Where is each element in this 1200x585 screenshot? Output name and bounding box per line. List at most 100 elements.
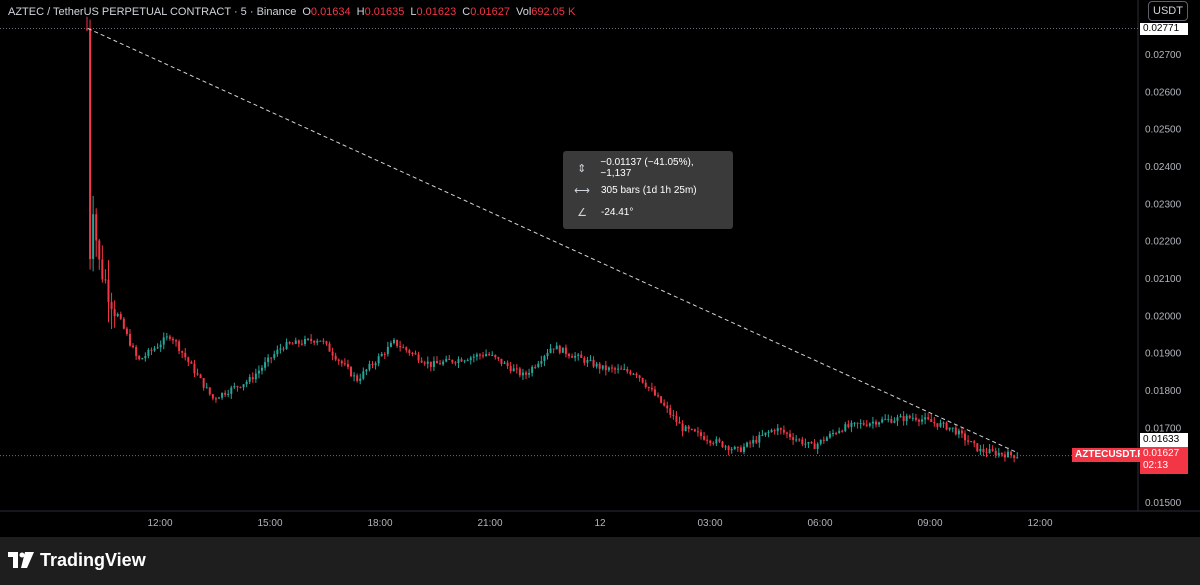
tradingview-logo-icon xyxy=(8,552,34,568)
price-tick-label: 0.01800 xyxy=(1145,386,1182,397)
candle-body xyxy=(426,361,429,364)
candle-body xyxy=(942,422,945,424)
candle-body xyxy=(175,340,178,342)
bars-range-icon: ⟷ xyxy=(574,184,590,197)
candle-body xyxy=(733,446,736,450)
candle-body xyxy=(558,345,561,353)
candle-body xyxy=(439,363,442,365)
candle-body xyxy=(620,368,623,370)
candle-body xyxy=(835,433,838,435)
candle-body xyxy=(574,355,577,358)
candle-body xyxy=(307,338,310,340)
candle-body xyxy=(488,354,491,356)
candle-body xyxy=(248,377,251,382)
candle-body xyxy=(672,414,675,416)
candle-body xyxy=(770,430,773,432)
candle-body xyxy=(822,439,825,441)
ohlc-high: H0.01635 xyxy=(356,6,405,18)
price-tick-label: 0.01500 xyxy=(1145,498,1182,509)
candle-body xyxy=(98,240,101,260)
candle-body xyxy=(718,439,721,442)
candle-body xyxy=(113,309,116,317)
candle-body xyxy=(660,396,663,403)
candle-body xyxy=(862,423,865,425)
candle-body xyxy=(878,422,881,425)
candle-body xyxy=(890,418,893,423)
candle-body xyxy=(184,352,187,358)
time-tick-label: 18:00 xyxy=(367,518,392,529)
candle-body xyxy=(297,340,300,344)
chart-panel[interactable]: 0.02700 0.02600 0.02500 0.02400 0.02300 0.022… xyxy=(0,0,1200,537)
candle-body xyxy=(865,424,868,426)
top-price-label: 0.02771 xyxy=(1140,23,1188,35)
candle-body xyxy=(663,402,666,406)
currency-button[interactable]: USDT xyxy=(1148,1,1188,21)
candle-body xyxy=(270,357,273,359)
candle-body xyxy=(896,417,899,421)
candle-body xyxy=(294,340,297,344)
candle-body xyxy=(577,354,580,356)
candle-body xyxy=(730,449,733,451)
candle-body xyxy=(546,352,549,357)
candle-body xyxy=(678,421,681,424)
candle-body xyxy=(970,441,973,443)
candle-body xyxy=(703,436,706,440)
candle-body xyxy=(122,318,125,329)
candle-body xyxy=(506,362,509,367)
candle-body xyxy=(368,363,371,370)
candle-body xyxy=(454,362,457,364)
candle-body xyxy=(156,347,159,349)
candle-body xyxy=(110,302,113,310)
candle-body xyxy=(86,28,88,30)
candle-body xyxy=(92,214,95,259)
ohlc-volume: Vol692.05 K xyxy=(515,6,576,18)
candle-body xyxy=(617,368,620,370)
candle-body xyxy=(951,427,954,429)
candle-body xyxy=(239,386,242,388)
time-tick-label: 09:00 xyxy=(917,518,942,529)
candle-body xyxy=(408,350,411,354)
candle-body xyxy=(168,336,171,339)
price-tick-label: 0.01900 xyxy=(1145,349,1182,360)
price-tick-label: 0.02300 xyxy=(1145,199,1182,210)
candle-body xyxy=(457,359,460,363)
candle-body xyxy=(828,433,831,438)
candle-body xyxy=(641,377,644,383)
candle-body xyxy=(936,423,939,427)
candle-body xyxy=(549,348,552,353)
candle-body xyxy=(994,450,997,456)
candle-body xyxy=(147,349,150,356)
candle-body xyxy=(687,426,690,429)
candle-body xyxy=(785,432,788,434)
candle-body xyxy=(162,337,165,345)
candle-body xyxy=(95,214,98,241)
candle-body xyxy=(583,357,586,363)
candlestick-chart[interactable]: 0.02700 0.02600 0.02500 0.02400 0.02300 0.022… xyxy=(0,0,1200,537)
candle-body xyxy=(399,346,402,348)
symbol-title: AZTEC / TetherUS PERPETUAL CONTRACT · 5 … xyxy=(8,6,297,18)
candle-body xyxy=(847,424,850,427)
candle-body xyxy=(914,417,917,420)
tradingview-brand[interactable]: TradingView xyxy=(8,548,146,572)
candle-body xyxy=(374,363,377,366)
candle-body xyxy=(598,363,601,369)
time-tick-label: 21:00 xyxy=(477,518,502,529)
candle-body xyxy=(389,343,392,347)
candle-body xyxy=(420,360,423,363)
candle-body xyxy=(899,416,902,418)
candle-body xyxy=(233,386,236,388)
candle-body xyxy=(589,359,592,361)
candle-body xyxy=(525,372,528,375)
candle-body xyxy=(543,356,546,362)
candle-body xyxy=(586,359,589,363)
candle-body xyxy=(902,416,905,421)
candle-body xyxy=(789,433,792,438)
candle-body xyxy=(221,392,224,398)
candle-body xyxy=(101,259,104,280)
candle-body xyxy=(521,372,524,376)
price-tick-label: 0.02500 xyxy=(1145,125,1182,136)
price-tick-label: 0.01700 xyxy=(1145,423,1182,434)
candle-body xyxy=(276,349,279,355)
candle-body xyxy=(359,378,362,381)
candle-body xyxy=(181,351,184,353)
